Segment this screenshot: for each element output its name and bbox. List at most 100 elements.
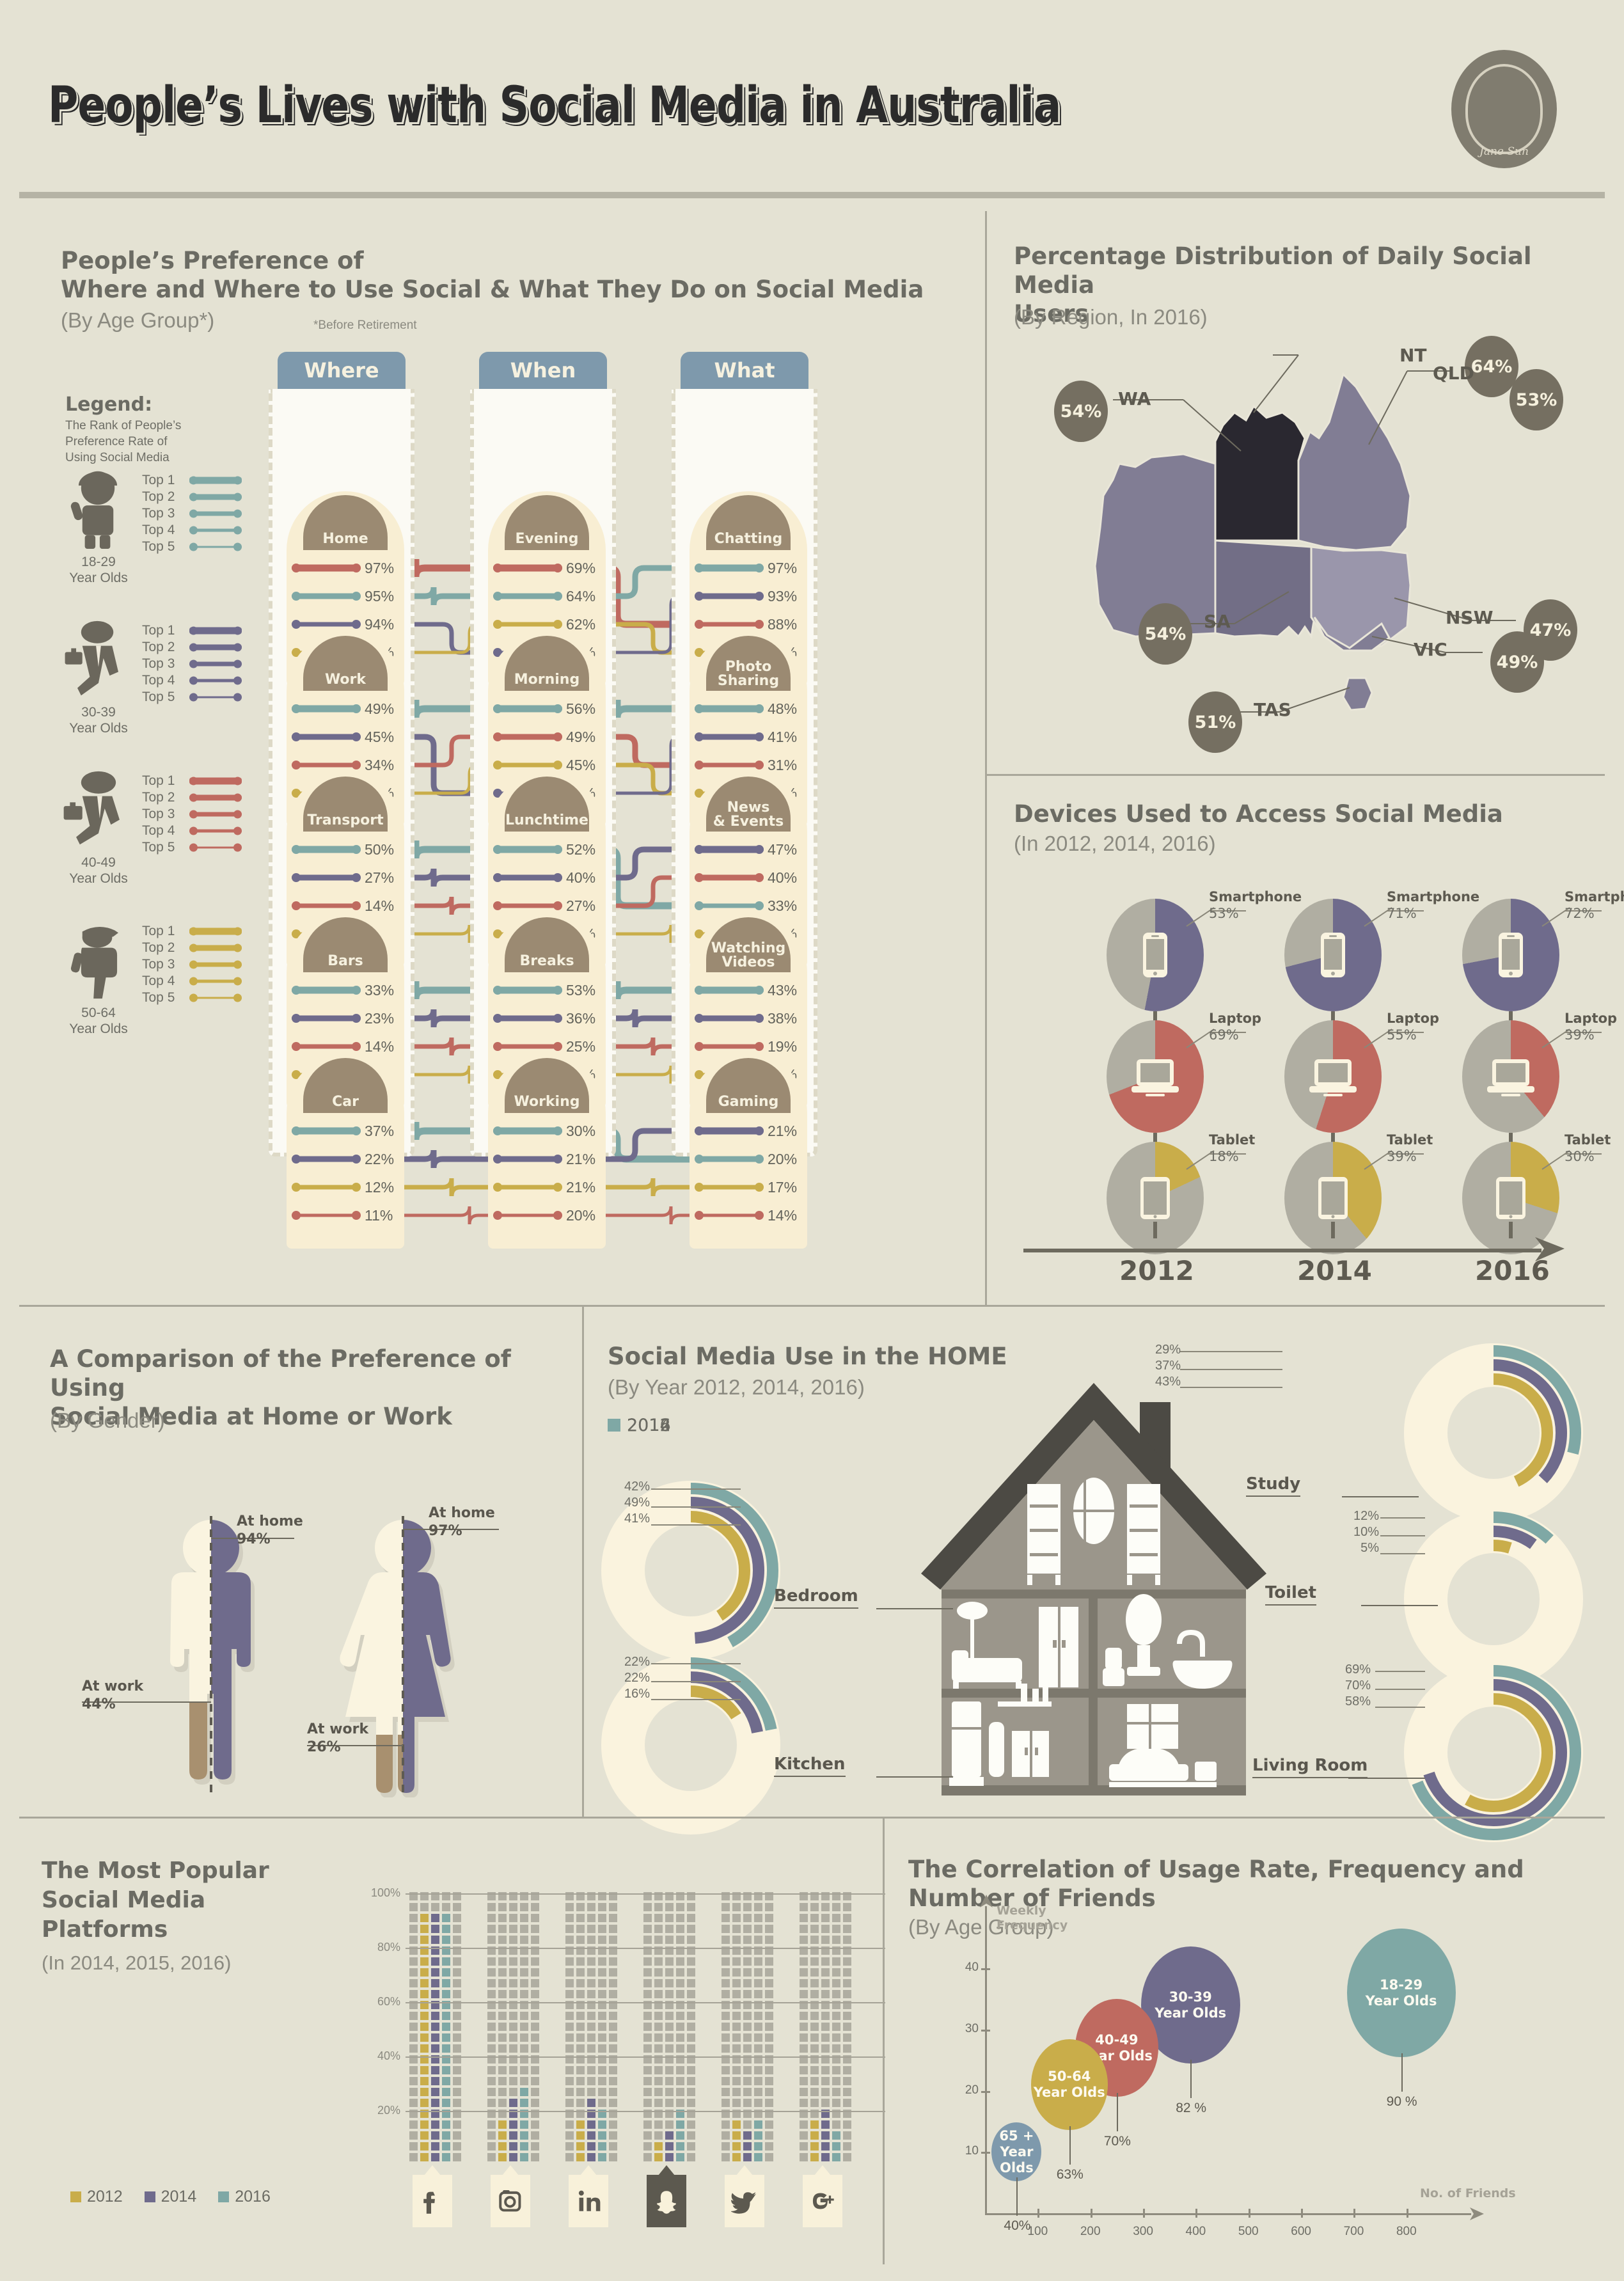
waffle-cell: [676, 1968, 684, 1977]
waffle-cell: [832, 2077, 840, 2085]
map-value-bubble-wa[interactable]: 54%: [1054, 381, 1108, 442]
waffle-cell: [409, 1957, 418, 1966]
map-region-nt[interactable]: [1214, 404, 1306, 542]
map-value-bubble-tas[interactable]: 51%: [1188, 691, 1242, 753]
waffle-cell: [665, 1925, 674, 1933]
home-ring-toilet[interactable]: [1404, 1510, 1583, 1689]
waffle-twitter[interactable]: [721, 1892, 773, 2161]
waffle-cell: [442, 2066, 450, 2074]
waffle-cell: [754, 2066, 762, 2074]
waffle-cell: [609, 1990, 617, 1998]
gender-title-line1: A Comparison of the Preference of Using: [50, 1345, 511, 1401]
waffle-cell: [821, 2023, 830, 2031]
node-value: 33%: [365, 981, 395, 998]
waffle-cell: [676, 2131, 684, 2140]
bubble-age-unit: Year Olds: [1033, 2085, 1105, 2101]
platform-badge-googleplus[interactable]: [803, 2175, 842, 2227]
bubble-1829[interactable]: 18-29 Year Olds: [1346, 1929, 1456, 2057]
waffle-cell: [765, 1968, 773, 1977]
waffle-cell: [810, 2044, 819, 2053]
rank-swatch: [189, 777, 242, 785]
platform-badge-linkedin[interactable]: [569, 2175, 608, 2227]
waffle-linkedin[interactable]: [565, 1892, 617, 2161]
rank-swatch: [189, 693, 242, 702]
waffle-cell: [732, 2142, 741, 2151]
waffle-cell: [676, 2099, 684, 2107]
platform-badge-snapchat[interactable]: [647, 2175, 686, 2227]
waffle-cell: [409, 1925, 418, 1933]
waffle-cell: [598, 2044, 606, 2053]
room-label-living-room: Living Room: [1252, 1756, 1368, 1778]
rank-line: [292, 704, 361, 713]
map-region-tas[interactable]: [1342, 677, 1373, 711]
instagram-icon: [499, 2190, 521, 2212]
bathroom-furniture: [1103, 1594, 1233, 1689]
waffle-cell: [743, 2023, 752, 2031]
female-home-label: At home 97%: [429, 1504, 495, 1540]
map-value-bubble-sa[interactable]: 54%: [1139, 603, 1192, 665]
waffle-cell: [665, 2088, 674, 2096]
waffle-instagram[interactable]: [487, 1892, 539, 2161]
waffle-cell: [453, 1936, 461, 1944]
room-connector: [876, 1776, 953, 1778]
device-name: Smartphone: [1387, 889, 1480, 904]
device-label: Tablet 39%: [1387, 1132, 1433, 1165]
waffle-cell: [800, 1957, 808, 1966]
map-value-bubble-vic[interactable]: 49%: [1490, 631, 1544, 693]
waffle-cell: [531, 2088, 539, 2096]
waffle-cell: [587, 1936, 595, 1944]
waffle-cell: [453, 2120, 461, 2129]
waffle-facebook[interactable]: [409, 1892, 461, 2161]
platform-badge-twitter[interactable]: [725, 2175, 764, 2227]
map-value-bubble-nt[interactable]: 64%: [1465, 336, 1518, 397]
house-illustration: [921, 1383, 1266, 1796]
waffle-cell: [531, 2033, 539, 2042]
waffle-cell: [643, 2142, 652, 2151]
bubble-65+[interactable]: 65 + Year Olds: [991, 2122, 1042, 2182]
device-leader-underline: [1209, 1153, 1246, 1155]
waffle-cell: [453, 2044, 461, 2053]
map-title-line1: Percentage Distribution of Daily Social …: [1014, 242, 1532, 299]
waffle-cell: [676, 2088, 684, 2096]
waffle-cell: [732, 1968, 741, 1977]
waffle-cell: [687, 1990, 695, 1998]
waffle-cell: [442, 1925, 450, 1933]
waffle-cell: [487, 1936, 496, 1944]
map-region-vic[interactable]: [1313, 617, 1391, 652]
home-ring-study[interactable]: [1404, 1343, 1583, 1522]
rank-row: Top 1: [142, 622, 242, 639]
waffle-cell: [800, 2044, 808, 2053]
waffle-cell: [732, 2033, 741, 2042]
waffle-cell: [453, 2088, 461, 2096]
platform-badge-instagram[interactable]: [491, 2175, 530, 2227]
platforms-title-line3: Platforms: [42, 1916, 168, 1943]
waffle-cell: [565, 2120, 574, 2129]
node-value-row: 37%: [292, 1123, 404, 1139]
correlation-title: The Correlation of Usage Rate, Frequency…: [908, 1855, 1524, 1913]
map-value-bubble-qld[interactable]: 53%: [1510, 369, 1563, 430]
node-label: Lunchtime: [505, 777, 589, 832]
waffle-cell: [810, 2120, 819, 2129]
home-ring-living-room[interactable]: [1404, 1663, 1583, 1842]
device-cell: Smartphone 53%: [1107, 889, 1302, 1020]
waffle-cell: [800, 2012, 808, 2020]
correlation-subtitle: (By Age Group): [908, 1915, 1054, 1939]
waffle-cell: [565, 1925, 574, 1933]
waffle-axis-label: 20%: [377, 2104, 400, 2117]
x-tick-mark: [1143, 2209, 1146, 2218]
waffle-snapchat[interactable]: [643, 1892, 695, 2161]
waffle-cell: [754, 1914, 762, 1922]
page-title: People’s Lives with Social Media in Aust…: [48, 77, 1061, 134]
waffle-cell: [800, 1979, 808, 1987]
waffle-google+[interactable]: [800, 1892, 851, 2161]
waffle-cell: [565, 2077, 574, 2085]
bubble-5064[interactable]: 50-64 Year Olds: [1030, 2039, 1108, 2130]
waffle-cell: [754, 2153, 762, 2161]
rank-swatch: [189, 659, 242, 668]
device-name: Tablet: [1565, 1132, 1611, 1148]
device-value: 18%: [1209, 1149, 1239, 1164]
map-region-qld[interactable]: [1297, 372, 1412, 551]
platform-badge-facebook[interactable]: [413, 2175, 452, 2227]
waffle-cell: [732, 1936, 741, 1944]
rank-line: [292, 732, 361, 741]
